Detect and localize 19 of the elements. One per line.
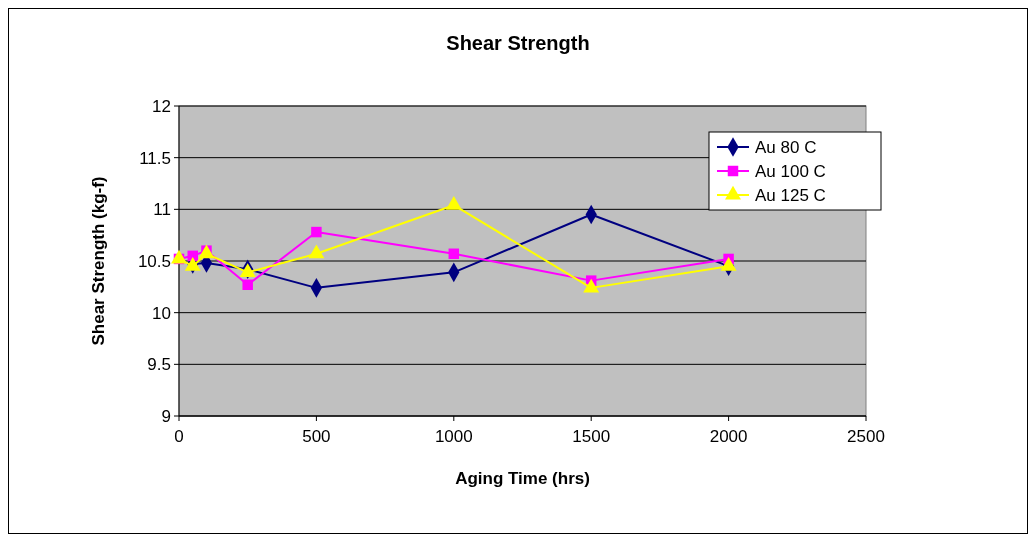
y-tick-label: 10 [152, 303, 171, 323]
x-tick-label: 1500 [572, 427, 611, 446]
legend-label: Au 125 C [755, 185, 826, 205]
y-tick-label: 11 [153, 200, 171, 220]
y-tick-label: 9 [161, 406, 171, 426]
x-axis-title: Aging Time (hrs) [455, 469, 590, 488]
x-tick-label: 2500 [847, 427, 885, 446]
x-tick-label: 500 [302, 427, 331, 446]
legend-label: Au 100 C [755, 161, 826, 181]
chart-title: Shear Strength [446, 32, 590, 54]
x-tick-label: 1000 [434, 427, 473, 446]
y-tick-label: 12 [152, 96, 171, 116]
y-tick-label: 11.5 [139, 148, 171, 168]
legend-label: Au 80 C [755, 137, 817, 157]
y-tick-label: 9.5 [147, 355, 171, 375]
y-tick-label: 10.5 [137, 251, 171, 271]
y-axis-title: Shear Strength (kg-f) [89, 176, 108, 346]
x-tick-label: 2000 [709, 427, 748, 446]
x-tick-label: 0 [174, 427, 184, 446]
